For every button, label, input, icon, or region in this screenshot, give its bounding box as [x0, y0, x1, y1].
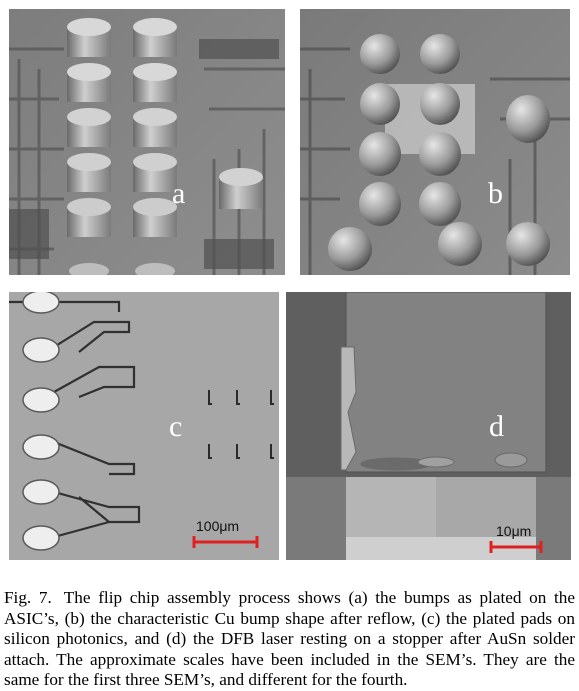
- sem-panel-c: c 100μm: [9, 292, 279, 560]
- panel-label-c: c: [169, 410, 183, 443]
- figure-caption: Fig. 7. The flip chip assembly process sh…: [4, 588, 575, 691]
- sem-panel-b: b: [300, 9, 570, 275]
- sem-panel-a: a: [9, 9, 285, 275]
- panel-label-d: d: [489, 410, 504, 443]
- panel-label-a: a: [172, 177, 186, 210]
- figure-number: Fig. 7.: [4, 588, 52, 607]
- scale-label-c: 100μm: [196, 518, 240, 534]
- scale-label-d: 10μm: [496, 523, 532, 539]
- panel-label-b: b: [488, 177, 503, 210]
- sem-panel-d: d 10μm: [286, 292, 571, 560]
- caption-text: The flip chip assembly process shows (a)…: [4, 588, 575, 690]
- bump: [67, 18, 111, 275]
